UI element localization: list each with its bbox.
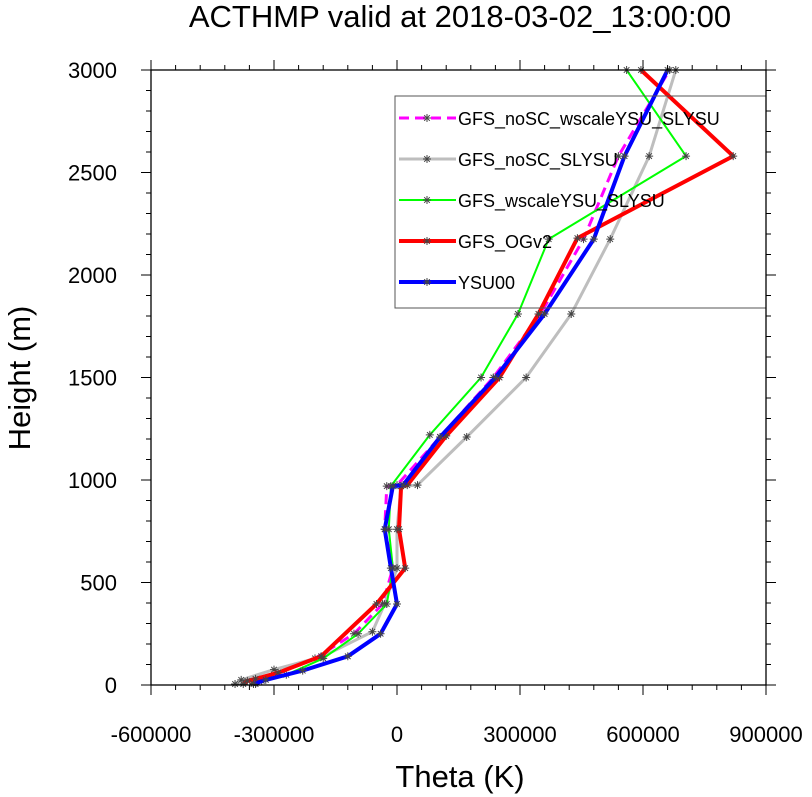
y-tick-label: 0 xyxy=(105,673,117,698)
x-tick-label: -300000 xyxy=(234,722,315,747)
data-point xyxy=(540,309,549,318)
y-tick-label: 1500 xyxy=(68,366,117,391)
x-axis-label: Theta (K) xyxy=(395,759,524,794)
data-point xyxy=(423,237,431,245)
legend-label: GFS_wscaleYSU_SLYSU xyxy=(458,191,665,212)
data-point xyxy=(477,373,486,382)
data-point xyxy=(589,235,598,244)
legend-label: GFS_noSC_wscaleYSU_SLYSU xyxy=(458,109,720,130)
data-point xyxy=(614,152,623,161)
x-tick-label: 300000 xyxy=(483,722,556,747)
data-point xyxy=(393,600,401,609)
data-point xyxy=(239,679,248,688)
data-point xyxy=(645,152,654,161)
y-tick-label: 500 xyxy=(80,571,117,596)
tick-marks xyxy=(141,60,776,695)
data-point xyxy=(231,679,240,688)
data-point xyxy=(368,627,377,636)
data-point xyxy=(606,235,615,244)
x-tick-label: -600000 xyxy=(111,722,192,747)
x-tick-labels: -600000 -300000 0 300000 600000 900000 xyxy=(111,722,803,747)
x-tick-label: 600000 xyxy=(606,722,679,747)
data-point xyxy=(423,196,431,204)
y-tick-label: 2000 xyxy=(68,263,117,288)
data-point xyxy=(491,373,500,382)
legend-label: YSU00 xyxy=(458,273,515,293)
y-tick-label: 3000 xyxy=(68,58,117,83)
data-point xyxy=(729,152,738,161)
data-point xyxy=(270,665,278,674)
legend-label: GFS_noSC_SLYSU xyxy=(458,150,618,171)
data-point xyxy=(384,525,393,534)
data-point xyxy=(423,278,431,286)
data-point xyxy=(620,152,629,161)
data-point xyxy=(495,373,504,382)
legend-item: GFS_OGv2 xyxy=(399,232,552,253)
data-point xyxy=(274,668,283,677)
y-tick-label: 1000 xyxy=(68,468,117,493)
data-point xyxy=(395,525,404,534)
data-point xyxy=(544,235,553,244)
data-point xyxy=(573,234,582,243)
x-tick-label: 900000 xyxy=(729,722,802,747)
data-point xyxy=(423,155,431,163)
series-layer xyxy=(231,66,738,688)
data-point xyxy=(380,525,389,534)
data-point xyxy=(249,679,258,688)
data-point xyxy=(317,652,326,661)
data-point xyxy=(382,482,391,491)
data-point xyxy=(372,600,381,609)
y-tick-label: 2500 xyxy=(68,161,117,186)
data-point xyxy=(462,432,471,441)
data-point xyxy=(298,666,307,675)
series-line xyxy=(252,69,671,685)
data-point xyxy=(243,676,252,685)
data-point xyxy=(376,629,385,638)
data-point xyxy=(354,629,363,638)
data-point xyxy=(423,114,431,122)
data-point xyxy=(522,373,531,382)
data-point xyxy=(513,309,522,318)
data-point xyxy=(393,564,401,573)
y-axis-label: Height (m) xyxy=(2,306,37,451)
legend-item: GFS_noSC_wscaleYSU_SLYSU xyxy=(399,109,720,130)
data-point xyxy=(388,482,397,491)
series-line xyxy=(252,69,670,686)
data-point xyxy=(251,674,260,683)
data-point xyxy=(261,675,270,684)
legend-label: GFS_OGv2 xyxy=(458,232,552,253)
series-line xyxy=(242,68,736,686)
data-point xyxy=(349,629,358,638)
data-point xyxy=(436,432,445,441)
data-point xyxy=(567,309,576,318)
data-point xyxy=(343,652,352,661)
legend-item: GFS_wscaleYSU_SLYSU xyxy=(399,191,665,212)
legend-item: YSU00 xyxy=(399,273,515,293)
data-point xyxy=(403,481,412,490)
legend-item: GFS_noSC_SLYSU xyxy=(399,150,618,171)
data-point xyxy=(237,675,246,684)
data-point xyxy=(401,564,410,573)
y-tick-labels: 0 500 1000 1500 2000 2500 3000 xyxy=(68,58,117,698)
data-point xyxy=(386,564,395,573)
data-point xyxy=(425,430,434,439)
data-point xyxy=(534,309,543,318)
x-tick-label: 0 xyxy=(391,722,403,747)
data-point xyxy=(442,431,451,440)
chart-title: ACTHMP valid at 2018-03-02_13:00:00 xyxy=(189,0,731,34)
legend: GFS_noSC_wscaleYSU_SLYSU GFS_noSC_SLYSU GF… xyxy=(394,95,767,309)
data-point xyxy=(579,235,588,244)
data-point xyxy=(682,152,691,161)
data-point xyxy=(413,481,422,490)
data-point xyxy=(382,600,391,609)
data-point xyxy=(399,481,408,490)
